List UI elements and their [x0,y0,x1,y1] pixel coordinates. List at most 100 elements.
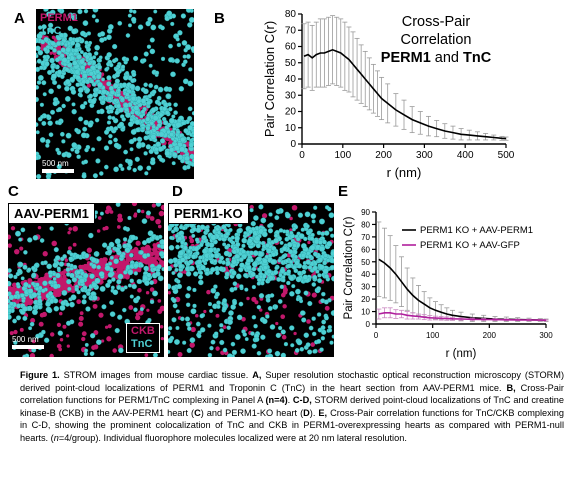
localization-dot [198,279,204,286]
localization-dot [101,259,107,265]
localization-dot [304,211,311,218]
localization-dot [135,312,140,316]
localization-dot [301,317,307,323]
panel-letter-a: A [14,10,25,27]
localization-dot [307,265,313,270]
localization-dot [113,258,119,265]
localization-dot [249,208,254,213]
localization-dot [122,226,128,231]
localization-dot [41,120,47,126]
localization-dot [192,287,197,293]
localization-dot [251,284,257,290]
localization-dot [146,165,152,171]
localization-dot [129,278,134,284]
localization-dot [49,9,56,16]
localization-dot [308,254,313,259]
localization-dot [149,256,156,262]
localization-dot [227,319,233,325]
localization-dot [322,239,327,245]
localization-dot [80,30,86,37]
localization-dot [96,229,101,233]
localization-dot [83,351,88,356]
localization-dot [116,88,121,93]
micrograph-d: PERM1-KO [168,203,334,357]
localization-dot [50,40,56,47]
localization-dot [65,46,72,53]
chart-e: 0 10 20 30 40 50 60 70 80 90 0 100 200 300 r (nm) Pair … [343,208,553,360]
localization-dot [324,274,329,279]
localization-dot [136,136,143,143]
localization-dot [118,347,124,354]
localization-dot [56,288,62,294]
caption-text: STORM derived point-cloud localizations … [20,395,565,418]
localization-dot [175,37,180,42]
localization-dot [239,262,245,268]
localization-dot [129,147,134,152]
localization-dot [241,237,248,244]
localization-dot [135,295,141,301]
localization-dot [130,234,136,241]
localization-dot [102,257,106,261]
localization-dot [134,156,140,162]
x-tick-label: 300 [539,331,553,340]
localization-dot [114,110,120,115]
localization-dot [31,309,38,316]
localization-dot [78,116,84,122]
localization-dot [14,248,20,255]
localization-dot [171,285,177,291]
localization-dot [91,14,96,19]
localization-dot [59,32,65,38]
localization-dot [266,248,272,254]
localization-dot [15,230,21,237]
localization-dot [179,146,185,153]
localization-dot [67,25,73,32]
localization-dot [177,272,183,279]
localization-dot [268,212,273,217]
localization-dot [65,302,70,307]
localization-dot [152,115,159,122]
localization-dot [199,313,205,319]
localization-dot [109,300,114,305]
localization-dot [36,96,39,103]
series-line [378,258,547,322]
localization-dot [82,73,88,79]
localization-dot [140,109,146,114]
localization-dot [60,74,65,80]
localization-dot [140,126,145,131]
localization-dot [67,230,71,235]
localization-dot [267,305,273,311]
localization-dot [180,316,185,322]
localization-dot [107,24,114,30]
localization-dot [59,338,64,342]
localization-dot [29,321,35,327]
localization-dot [152,267,157,272]
localization-dot [306,319,311,324]
localization-dot [284,258,289,264]
localization-dot [171,161,176,166]
localization-dot [125,112,132,119]
localization-dot [59,53,65,59]
localization-dot [140,98,147,104]
localization-dot [176,279,181,284]
localization-dot [165,110,170,115]
localization-dot [28,326,33,331]
localization-dot [15,282,21,287]
localization-dot [130,78,136,84]
localization-dot [168,349,171,354]
localization-dot [82,272,89,279]
localization-dot [178,86,185,92]
localization-dot [61,139,66,144]
localization-dot [133,212,138,216]
localization-dot [269,293,275,298]
localization-dot [78,316,84,322]
localization-dot [136,208,141,214]
localization-dot [288,249,294,255]
localization-dot [280,292,286,298]
localization-dot [175,244,180,250]
localization-dot [13,340,18,345]
localization-dot [106,336,112,342]
localization-dot [191,111,194,116]
localization-dot [157,86,164,93]
localization-dot [17,268,23,274]
localization-dot [109,255,114,260]
